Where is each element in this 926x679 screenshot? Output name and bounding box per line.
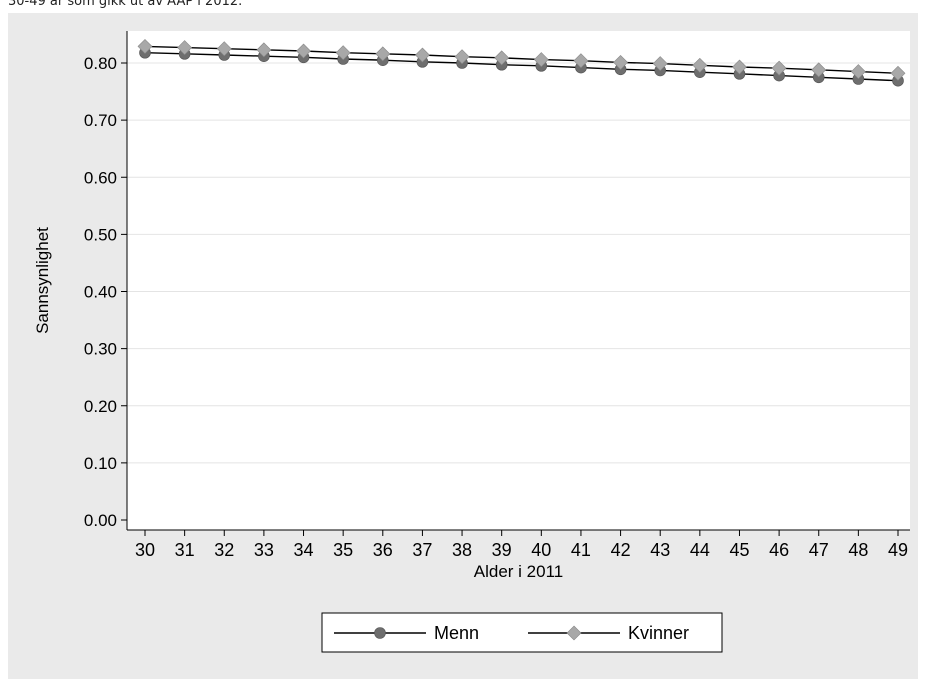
series-group [137, 39, 906, 87]
x-tick-label: 36 [373, 540, 393, 560]
legend-label: Kvinner [628, 623, 689, 643]
x-axis-title: Alder i 2011 [474, 562, 563, 581]
y-axis-title: Sannsynlighet [33, 227, 52, 334]
series-line [144, 52, 899, 82]
y-tick-label: 0.50 [84, 225, 117, 244]
y-tick-label: 0.80 [84, 54, 117, 73]
y-tick-label: 0.10 [84, 454, 117, 473]
legend-marker [374, 627, 386, 639]
y-tick-label: 0.60 [84, 168, 117, 187]
data-point [692, 57, 708, 73]
x-tick-label: 37 [412, 540, 432, 560]
legend-label: Menn [434, 623, 479, 643]
y-tick-label: 0.00 [84, 511, 117, 530]
x-tick-label: 32 [214, 540, 234, 560]
y-tick-label: 0.30 [84, 340, 117, 359]
x-tick-label: 39 [492, 540, 512, 560]
data-point [811, 62, 827, 78]
y-tick-label: 0.20 [84, 397, 117, 416]
figure-caption: 30-49 år som gikk ut av AAP i 2012. [8, 0, 243, 9]
data-point [375, 46, 391, 62]
data-point [613, 55, 629, 70]
x-tick-label: 44 [690, 540, 710, 560]
x-tick-label: 46 [769, 540, 789, 560]
x-tick-label: 35 [333, 540, 353, 560]
data-point [296, 43, 311, 59]
series-kvinner [137, 39, 906, 81]
data-point [771, 60, 787, 76]
data-point [573, 53, 589, 69]
x-tick-label: 31 [175, 540, 195, 560]
data-point [216, 41, 232, 57]
data-point [494, 50, 510, 66]
x-tick-label: 43 [650, 540, 670, 560]
plot-area [127, 31, 910, 530]
x-tick-label: 45 [729, 540, 749, 560]
data-point [732, 59, 747, 75]
data-point [890, 65, 906, 81]
data-point [137, 39, 153, 54]
data-point [533, 52, 549, 67]
x-tick-label: 41 [571, 540, 591, 560]
data-point [177, 40, 193, 56]
gridlines [127, 62, 910, 464]
x-tick-label: 38 [452, 540, 472, 560]
y-tick-label: 0.40 [84, 283, 117, 302]
x-tick-label: 30 [135, 540, 155, 560]
y-tick-label: 0.70 [84, 111, 117, 130]
data-point [335, 45, 351, 61]
data-point [256, 42, 272, 58]
legend: Menn Kvinner [321, 612, 723, 653]
x-tick-label: 34 [294, 540, 314, 560]
x-tick-label: 33 [254, 540, 274, 560]
x-tick-label: 42 [611, 540, 631, 560]
line-chart: 0.00 0.10 0.20 0.30 0.40 0.50 0.60 0.70 0.80 30 31… [8, 13, 918, 679]
data-point [652, 56, 668, 71]
x-tick-label: 47 [809, 540, 829, 560]
chart-container: 0.00 0.10 0.20 0.30 0.40 0.50 0.60 0.70 0.80 30 31… [8, 13, 918, 679]
legend-item-menn: Menn [334, 623, 479, 643]
x-tick-label: 48 [848, 540, 868, 560]
legend-item-kvinner: Kvinner [528, 623, 689, 643]
x-tick-label: 49 [888, 540, 908, 560]
data-point [454, 49, 470, 65]
data-point [414, 47, 430, 63]
data-point [850, 64, 866, 79]
x-tick-label: 40 [531, 540, 551, 560]
legend-marker [566, 625, 582, 641]
axes: 0.00 0.10 0.20 0.30 0.40 0.50 0.60 0.70 0.80 30 31… [84, 31, 910, 560]
